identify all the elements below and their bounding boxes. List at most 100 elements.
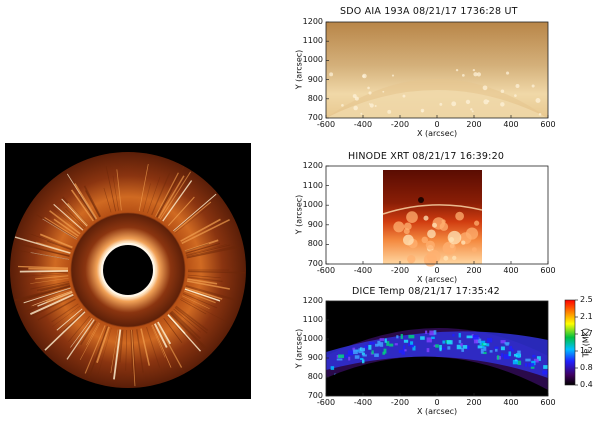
corona-ray	[73, 183, 98, 220]
dice-temp-patch	[532, 354, 536, 358]
corona-ray	[151, 172, 171, 216]
corona-ray	[49, 210, 81, 235]
corona-ray	[63, 209, 85, 230]
dice-temp-patch	[494, 346, 499, 349]
y-tick-label: 900	[307, 219, 323, 229]
dice-temp-patch	[384, 338, 387, 343]
aia-bright-point	[368, 91, 372, 95]
dice-temp-patch	[503, 354, 510, 360]
dice-temp-patch	[400, 334, 403, 339]
corona-ray	[131, 329, 137, 384]
corona-ray	[175, 305, 209, 332]
corona-ray	[79, 322, 101, 361]
aia-bright-point	[367, 86, 370, 90]
y-tick-label: 900	[307, 74, 323, 84]
corona-ray	[174, 201, 212, 233]
corona-ray	[53, 203, 84, 231]
dice-temp-patch	[435, 344, 439, 348]
corona-ray	[170, 310, 201, 340]
dice-temp-patch	[525, 358, 531, 362]
corona-ray	[151, 324, 172, 368]
dice-temp-patch	[496, 355, 500, 360]
corona-ray	[112, 175, 119, 211]
corona-ray	[36, 247, 70, 257]
aia-bright-point	[465, 99, 471, 105]
dice-temp-patch	[361, 352, 365, 356]
corona-ray	[18, 265, 69, 269]
aia-bright-point	[368, 103, 371, 105]
y-tick-label: 800	[307, 93, 323, 103]
corona-ray	[30, 281, 70, 290]
dice-temp-patch	[471, 334, 474, 338]
aia-bright-point	[341, 104, 344, 107]
corona-ray	[174, 306, 208, 334]
aia-title: SDO AIA 193A 08/21/17 1736:28 UT	[340, 6, 518, 17]
x-tick-label: -200	[390, 120, 410, 129]
dice-temp-patch	[517, 350, 521, 355]
corona-ray	[51, 303, 79, 323]
dice-temp-patch	[500, 346, 505, 351]
dice-temp-patch	[486, 343, 490, 347]
dice-temp-patch	[368, 344, 372, 350]
corona-ray	[186, 246, 241, 259]
corona-ray	[36, 282, 70, 292]
corona-ray	[78, 193, 97, 220]
corona-ray	[182, 295, 210, 309]
dice-temp-patch	[482, 351, 487, 355]
xrt-bright-blob	[455, 211, 464, 221]
dice-temp-patch	[458, 340, 462, 344]
xrt-bright-blob	[403, 228, 410, 235]
dice-temp-patch	[377, 340, 381, 346]
aia-bright-point	[483, 99, 489, 105]
corona-ray	[136, 329, 144, 373]
dice-temp-patch	[386, 341, 390, 346]
corona-ray	[95, 327, 112, 384]
corona-ray	[187, 278, 218, 285]
corona-ray	[47, 240, 72, 251]
corona-ray	[140, 328, 151, 366]
corona-ray	[66, 202, 89, 227]
corona-ray	[119, 329, 124, 363]
x-tick-label: -200	[390, 398, 410, 407]
corona-ray	[156, 190, 173, 218]
y-tick-label: 800	[307, 372, 323, 381]
corona-ray	[180, 218, 221, 242]
aia-bright-point	[352, 94, 357, 99]
aia-bright-point	[470, 108, 473, 111]
corona-ray	[175, 205, 210, 234]
aia-plot	[325, 21, 549, 119]
y-axis-label: Y (arcsec)	[294, 49, 304, 90]
corona-ray	[39, 233, 73, 249]
corona-ray	[155, 166, 185, 218]
xrt-bright-blob	[441, 219, 446, 224]
dice-temp-patch	[442, 347, 446, 350]
aia-bright-point	[387, 109, 392, 114]
dice-temp-patch	[483, 346, 487, 351]
y-tick-label: 900	[307, 353, 323, 362]
dice-temp-patch	[338, 354, 345, 359]
aia-bright-point	[369, 103, 374, 108]
xrt-plot	[325, 165, 549, 267]
dice-temp-patch	[433, 344, 437, 347]
dice-temp-patch	[361, 359, 365, 364]
corona-ray	[36, 214, 77, 240]
y-tick-label: 1000	[302, 334, 323, 343]
y-axis-label: Y (arcsec)	[294, 194, 304, 235]
dice-temp-patch	[403, 339, 409, 343]
aia-bright-point	[535, 97, 541, 103]
corona-ray	[66, 319, 95, 360]
dice-temp-patch	[536, 356, 541, 361]
x-tick-label: -200	[390, 266, 410, 275]
dice-temp-patch	[542, 370, 548, 375]
dice-temp-patch	[433, 330, 437, 335]
dice-temp-patch	[528, 363, 535, 367]
dice-temp-patch	[439, 344, 442, 350]
aia-bright-point	[476, 72, 482, 77]
corona-ray	[147, 176, 161, 214]
dice-temp-patch	[495, 348, 498, 352]
corona-ray	[18, 285, 71, 302]
colorbar-tick-label: 2.5	[580, 295, 593, 304]
corona-ray	[79, 199, 95, 221]
y-tick-label: 700	[307, 391, 323, 400]
y-tick-label: 700	[307, 259, 323, 268]
